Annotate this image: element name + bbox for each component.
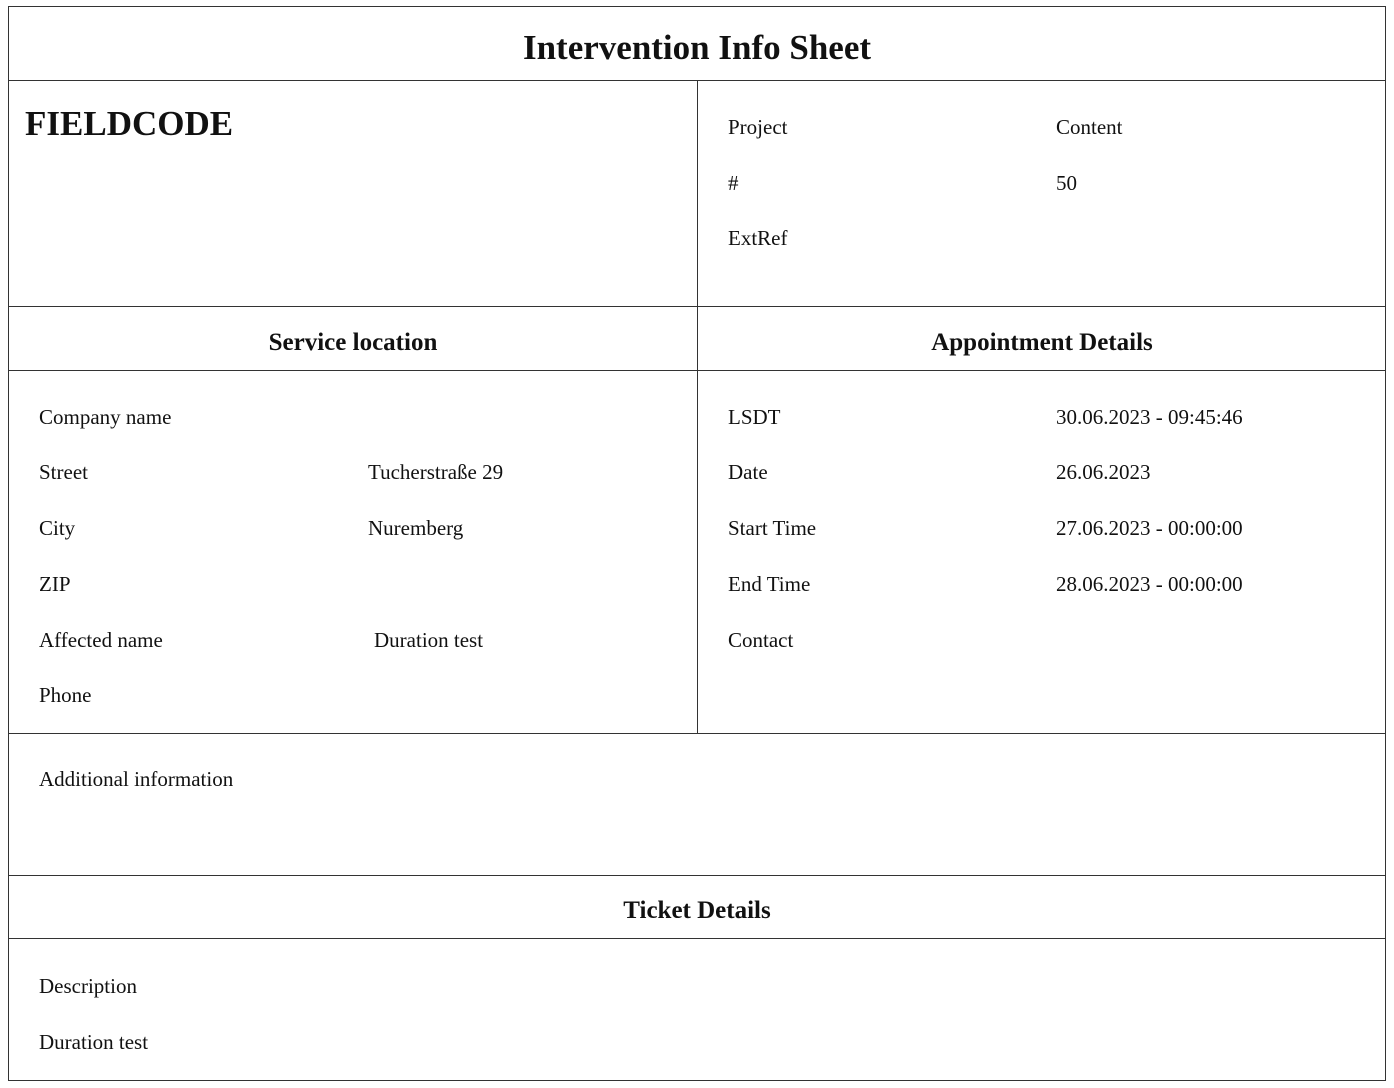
additional-information-label: Additional information — [39, 767, 234, 791]
end-time-value: 28.06.2023 - 00:00:00 — [1056, 572, 1243, 596]
company-name-label: Company name — [39, 405, 172, 429]
street-value: Tucherstraße 29 — [368, 460, 504, 484]
affected-name-value: Duration test — [374, 628, 484, 652]
contact-label: Contact — [728, 628, 794, 652]
appointment-details-heading: Appointment Details — [931, 329, 1153, 356]
start-time-value: 27.06.2023 - 00:00:00 — [1056, 516, 1243, 540]
divider — [8, 733, 1386, 734]
number-value: 50 — [1056, 171, 1077, 195]
lsdt-label: LSDT — [728, 405, 781, 429]
document-frame — [8, 6, 1386, 1081]
lsdt-value: 30.06.2023 - 09:45:46 — [1056, 405, 1243, 429]
city-label: City — [39, 516, 76, 540]
street-label: Street — [39, 460, 88, 484]
divider — [8, 875, 1386, 876]
phone-label: Phone — [39, 683, 92, 707]
description-label: Description — [39, 974, 137, 998]
project-value: Content — [1056, 115, 1123, 139]
logo-text: FIELDCODE — [25, 104, 234, 143]
affected-name-label: Affected name — [39, 628, 163, 652]
project-label: Project — [728, 115, 788, 139]
ticket-details-heading: Ticket Details — [623, 897, 771, 924]
service-location-heading: Service location — [268, 329, 438, 356]
divider — [8, 80, 1386, 81]
number-label: # — [728, 171, 739, 195]
city-value: Nuremberg — [368, 516, 464, 540]
extref-label: ExtRef — [728, 226, 788, 250]
column-divider — [697, 81, 698, 733]
page-title: Intervention Info Sheet — [522, 28, 872, 67]
date-label: Date — [728, 460, 768, 484]
divider — [8, 938, 1386, 939]
zip-label: ZIP — [39, 572, 71, 596]
start-time-label: Start Time — [728, 516, 817, 540]
description-value: Duration test — [39, 1030, 149, 1054]
end-time-label: End Time — [728, 572, 811, 596]
date-value: 26.06.2023 — [1056, 460, 1151, 484]
